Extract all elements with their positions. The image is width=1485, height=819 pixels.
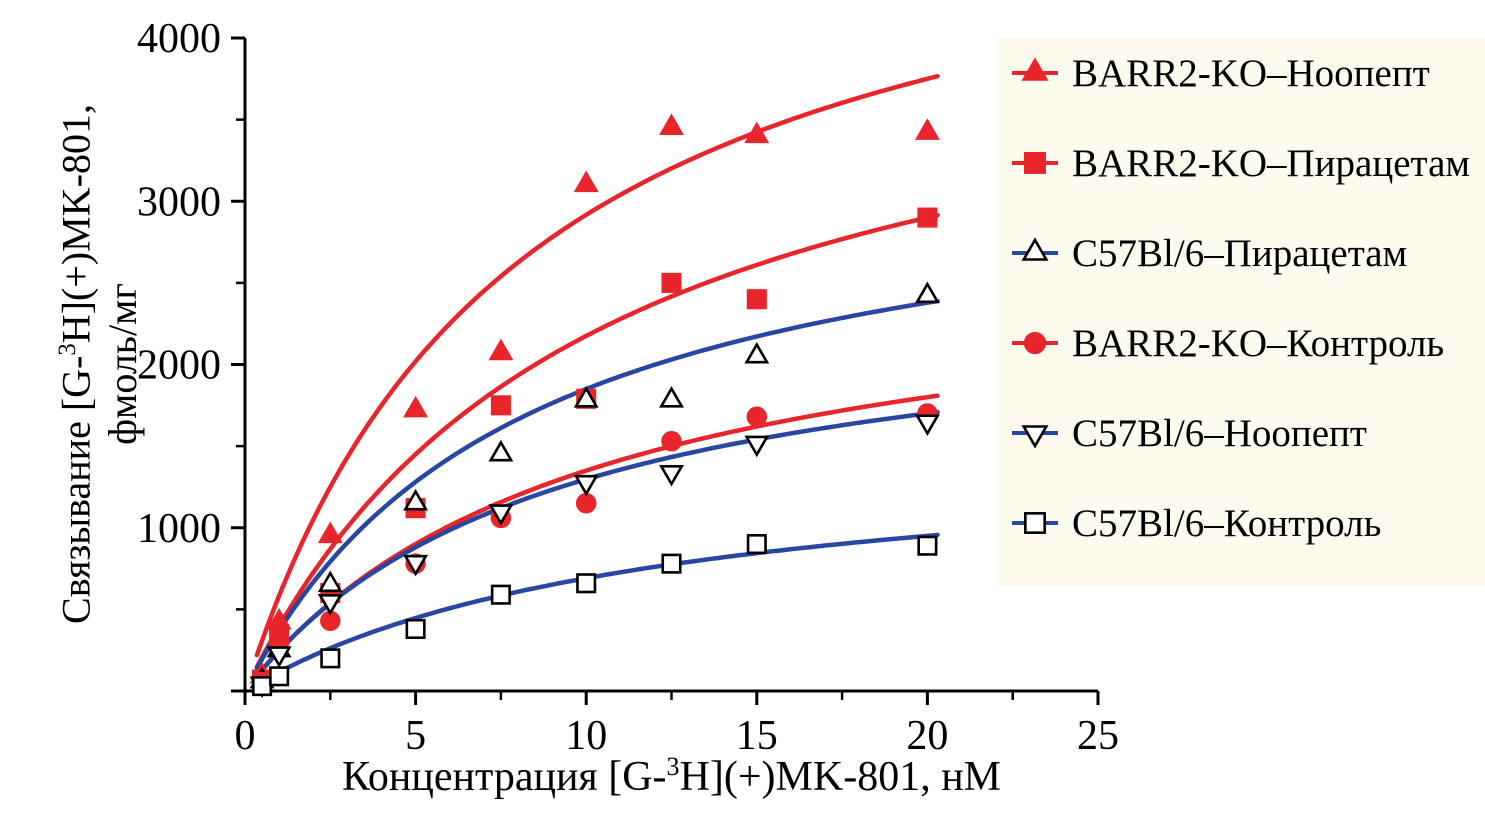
series-4-marker: [488, 504, 514, 526]
series-0-marker: [317, 521, 343, 544]
legend-label: C57Bl/6–Ноопепт: [1072, 412, 1367, 455]
series-2-marker: [914, 281, 940, 304]
series-5-marker: [269, 666, 290, 687]
legend-item-2: C57Bl/6–Пирацетам: [1012, 232, 1407, 275]
legend-label: BARR2-KO–Ноопепт: [1072, 52, 1430, 95]
series-curve-1: [254, 212, 940, 670]
y-tick-label: 1000: [137, 506, 221, 552]
x-tick-label: 0: [235, 713, 256, 759]
series-curve-5: [254, 532, 940, 687]
series-2-marker: [744, 341, 770, 364]
legend-item-5: C57Bl/6–Контроль: [1012, 502, 1381, 545]
series-1-marker: [661, 272, 682, 293]
legend-item-1: BARR2-KO–Пирацетам: [1012, 142, 1470, 185]
legend-background: [998, 38, 1485, 586]
x-tick-label: 20: [906, 713, 948, 759]
y-axis-title-text: Связывание [G-: [53, 355, 99, 624]
series-5-marker: [320, 648, 341, 669]
x-tick-label: 25: [1077, 713, 1119, 759]
series-3-marker: [746, 406, 768, 427]
series-5-marker: [746, 534, 767, 555]
legend-marker-triangle-up-icon: [1021, 57, 1049, 81]
y-axis-title-line2: фмоль/мг: [100, 283, 146, 445]
series-2-marker: [488, 439, 514, 462]
series-5-marker: [576, 573, 597, 594]
series-0-marker: [914, 118, 940, 140]
series-0-marker: [403, 395, 429, 418]
saturation-binding-chart: 0 5 10 15 20 25 1000 2000 3000 4000 BARR2-KO–Ноопе…: [40, 16, 1485, 819]
series-4-marker: [317, 594, 343, 616]
series-1-marker: [490, 395, 511, 416]
legend-marker-square-icon: [1024, 152, 1046, 174]
series-4-marker: [403, 554, 429, 577]
superscript-3: 3: [666, 752, 680, 781]
y-tick-label: 2000: [137, 343, 221, 389]
series-5-marker: [405, 618, 426, 640]
series-3-marker: [575, 493, 597, 514]
legend-label: C57Bl/6–Контроль: [1072, 502, 1381, 545]
x-tick-label: 10: [565, 713, 607, 759]
series-4-marker: [914, 414, 940, 437]
series-2-marker: [317, 570, 343, 593]
superscript-3: 3: [54, 343, 81, 356]
series-4-marker: [266, 646, 292, 668]
y-axis-title: Связывание [G-3H](+)MK-801, фмоль/мг: [44, 44, 145, 684]
series-2-marker: [573, 386, 599, 408]
legend-marker-triangle-up-icon: [1021, 237, 1049, 261]
series-4-marker: [659, 465, 684, 487]
series-0-marker: [488, 338, 514, 361]
series-1-marker: [746, 289, 767, 310]
series-0-marker: [573, 170, 599, 193]
series-5-marker: [252, 676, 273, 697]
legend-marker-triangle-down-icon: [1021, 425, 1049, 449]
y-tick-label: 3000: [137, 179, 221, 225]
series-4-marker: [573, 474, 599, 497]
y-axis-title-text: H](+)MK-801,: [53, 104, 99, 344]
series-5-marker: [490, 584, 511, 605]
x-axis-title: Концентрация [G-3H](+)MK-801, нМ: [245, 752, 1098, 801]
legend-item-0: BARR2-KO–Ноопепт: [1012, 52, 1430, 95]
series-4-marker: [744, 435, 770, 458]
legend-label: BARR2-KO–Пирацетам: [1072, 142, 1470, 185]
legend-marker-square-icon: [1024, 512, 1046, 534]
legend-marker-circle-icon: [1023, 331, 1047, 355]
legend-item-3: BARR2-KO–Контроль: [1012, 322, 1444, 365]
x-tick-label: 5: [405, 713, 426, 759]
series-0-marker: [744, 121, 770, 144]
legend-label: BARR2-KO–Контроль: [1072, 322, 1444, 365]
series-5-marker: [661, 553, 682, 574]
y-tick-label: 4000: [137, 16, 221, 62]
x-axis-title-text: Концентрация [G-: [341, 754, 667, 800]
series-3-marker: [661, 430, 682, 452]
plot-canvas: 0 5 10 15 20 25 1000 2000 3000 4000 BARR2-KO–Ноопе…: [137, 16, 1485, 759]
x-tick-label: 15: [736, 713, 778, 759]
legend-item-4: C57Bl/6–Ноопепт: [1012, 412, 1367, 455]
series-0-marker: [659, 113, 684, 135]
series-2-marker: [403, 488, 429, 511]
series-2-marker: [659, 386, 684, 408]
series-1-marker: [917, 207, 938, 228]
series-curve-2: [254, 298, 940, 671]
legend-label: C57Bl/6–Пирацетам: [1072, 232, 1407, 275]
series-5-marker: [917, 535, 938, 556]
x-axis-title-text: H](+)MK-801, нМ: [679, 754, 1002, 800]
y-axis-title-line1: Связывание [G-3H](+)MK-801,: [44, 44, 99, 684]
series-curve-0: [254, 73, 940, 658]
